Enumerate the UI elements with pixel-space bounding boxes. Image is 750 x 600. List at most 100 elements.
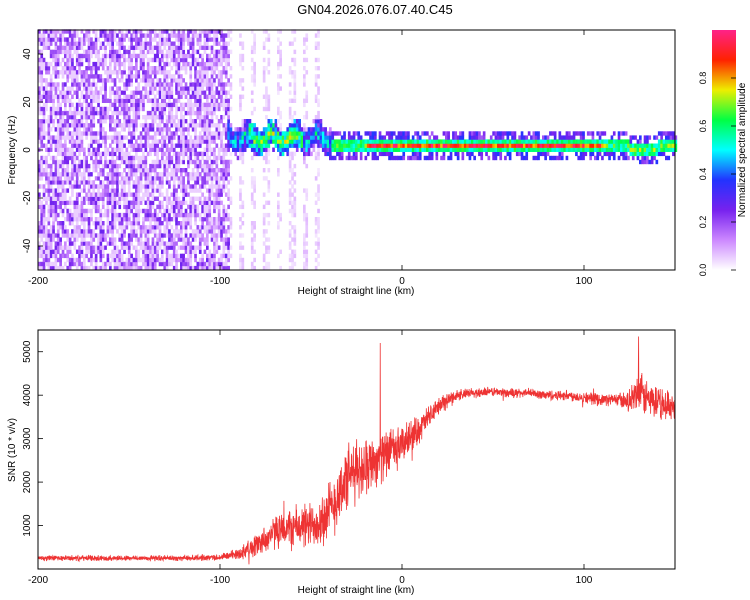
spectrogram-cell (99, 106, 103, 112)
spectrogram-cell (106, 217, 110, 222)
spectrogram-cell (144, 143, 148, 148)
spectrogram-cell (80, 163, 84, 169)
spectrogram-cell (83, 33, 86, 38)
spectrogram-cell (161, 110, 164, 116)
spectrogram-cell (428, 135, 432, 140)
spectrogram-cell (158, 119, 162, 124)
spectrogram-cell (350, 155, 353, 161)
spectrogram-cell (151, 180, 155, 185)
spectrogram-cell (161, 33, 164, 38)
spectrogram-cell (132, 221, 136, 226)
spectrogram-cell (64, 135, 67, 140)
spectrogram-cell (149, 49, 152, 55)
spectrogram-cell (416, 135, 420, 140)
spectrogram-cell (222, 204, 226, 210)
spectrogram-cell (153, 102, 157, 108)
spectrogram-cell (64, 196, 67, 201)
spectrogram-cell (180, 225, 183, 230)
spectrogram-cell (101, 29, 105, 34)
spectrogram-cell (85, 253, 88, 259)
spectrogram-cell (80, 61, 84, 67)
spectrogram-cell (56, 139, 60, 144)
spectrogram-cell (213, 172, 216, 177)
spectrogram-cell (293, 172, 297, 177)
spectrogram-cell (78, 57, 81, 63)
spectrogram-cell (165, 94, 169, 99)
spectrogram-cell (47, 151, 51, 157)
spectrogram-cell (56, 168, 60, 173)
spectrogram-cell (144, 70, 148, 75)
spectrogram-cell (196, 98, 200, 103)
spectrogram-cell (42, 41, 46, 46)
spectrogram-cell (210, 119, 214, 124)
spectrogram-cell (73, 180, 77, 185)
spectrogram-cell (163, 61, 167, 67)
spectrogram-cell (180, 143, 183, 148)
spectrogram-cell (428, 143, 432, 148)
spectrogram-cell (153, 70, 157, 75)
spectrogram-cell (288, 188, 292, 193)
spectrogram-cell (445, 147, 448, 152)
spectrogram-cell (250, 261, 254, 267)
spectrogram-cell (636, 139, 640, 144)
spectrogram-cell (94, 192, 98, 197)
spectrogram-cell (499, 155, 503, 161)
spectrogram-cell (196, 94, 200, 99)
spectrogram-cell (291, 151, 294, 157)
spectrogram-cell (241, 119, 245, 124)
spectrogram-cell (201, 70, 204, 75)
spectrogram-cell (52, 253, 55, 259)
spectrogram-cell (182, 119, 185, 124)
spectrogram-cell (383, 143, 387, 148)
spectrogram-cell (182, 33, 185, 38)
spectrogram-cell (260, 143, 264, 148)
spectrogram-cell (156, 155, 159, 161)
spectrogram-cell (132, 168, 136, 173)
spectrogram-cell (75, 45, 79, 50)
spectrogram-cell (293, 196, 297, 201)
spectrogram-cell (158, 139, 162, 144)
spectrogram-cell (144, 37, 148, 42)
spectrogram-cell (42, 192, 46, 197)
spectrogram-cell (612, 155, 616, 161)
spectrogram-cell (38, 184, 41, 189)
spectrogram-cell (227, 163, 230, 169)
spectrogram-cell (49, 225, 53, 230)
spectrogram-cell (506, 151, 510, 157)
spectrogram-cell (471, 139, 474, 144)
spectrogram-cell (260, 131, 264, 136)
spectrogram-cell (80, 70, 84, 75)
spectrogram-cell (293, 57, 297, 63)
spectrogram-cell (184, 237, 188, 242)
spectrogram-cell (277, 49, 280, 55)
spectrogram-cell (426, 131, 429, 136)
spectrogram-cell (153, 253, 157, 259)
spectrogram-cell (355, 155, 358, 161)
spectrogram-cell (220, 261, 223, 267)
spectrogram-cell (49, 261, 53, 267)
spectrogram-cell (73, 82, 77, 87)
spectrogram-cell (291, 155, 294, 161)
spectrogram-cell (85, 53, 88, 59)
spectrogram-cell (553, 147, 557, 152)
spectrogram-cell (198, 82, 202, 87)
spectrogram-cell (68, 155, 72, 161)
spectrogram-cell (113, 37, 117, 42)
spectrogram-cell (49, 115, 53, 120)
spectrogram-cell (227, 180, 230, 185)
spectrogram-cell (198, 53, 202, 59)
spectrogram-cell (206, 253, 209, 259)
spectrogram-cell (196, 102, 200, 108)
spectrogram-cell (303, 155, 306, 161)
spectrogram-cell (220, 168, 223, 173)
spectrogram-cell (177, 127, 181, 132)
spectrogram-cell (196, 196, 200, 201)
spectrogram-cell (165, 123, 169, 128)
spectrogram-cell (73, 33, 77, 38)
spectrogram-cell (201, 184, 204, 189)
spectrogram-cell (120, 123, 124, 128)
spectrogram-cell (170, 78, 174, 83)
spectrogram-cell (215, 102, 219, 108)
spectrogram-cell (125, 172, 129, 177)
spectrogram-cell (305, 225, 309, 230)
